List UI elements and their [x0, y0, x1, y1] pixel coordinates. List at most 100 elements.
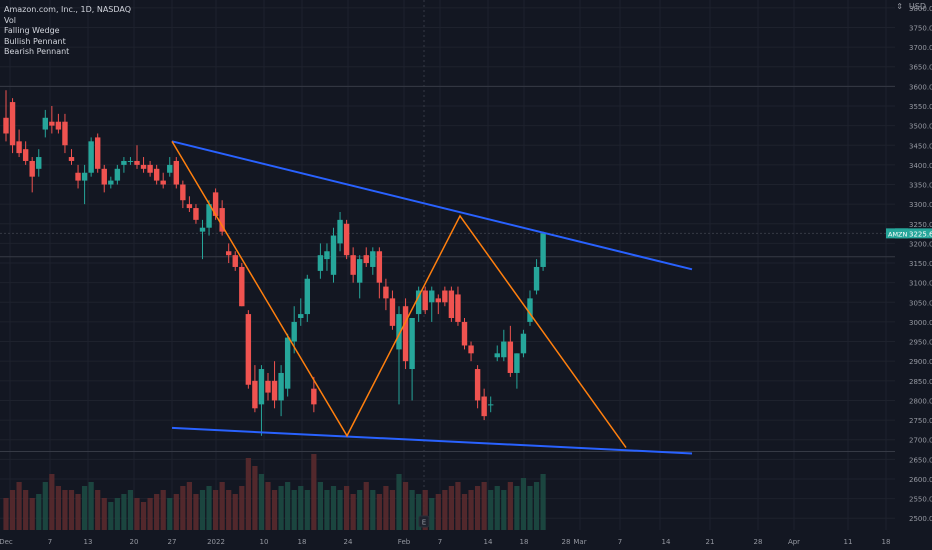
candle-body — [134, 160, 140, 165]
candle-body — [36, 157, 42, 169]
volume-bar — [127, 490, 134, 530]
candle-body — [22, 149, 29, 161]
price-tick-label: 3150.00 — [909, 260, 932, 268]
volume-bar — [285, 482, 291, 530]
volume-bar — [422, 490, 428, 530]
time-tick-label: 2022 — [207, 538, 225, 546]
candle-body — [494, 353, 500, 358]
legend-bullish-pennant[interactable]: Bullish Pennant — [4, 36, 66, 46]
volume-bar — [68, 490, 75, 530]
candle-body — [114, 168, 121, 181]
candle-body — [95, 137, 101, 169]
candle-body — [88, 141, 94, 173]
price-tick-label: 2550.00 — [909, 496, 932, 504]
volume-bar — [193, 494, 199, 530]
candle-body — [474, 369, 481, 401]
volume-bar — [258, 474, 265, 530]
candle-body — [55, 121, 62, 130]
candle-body — [245, 314, 252, 385]
volume-bar — [3, 498, 9, 530]
volume-bar — [186, 482, 192, 530]
candle-body — [337, 219, 343, 244]
candle-body — [298, 314, 304, 318]
pattern-drawings[interactable] — [171, 140, 693, 455]
price-tick-label: 2500.00 — [909, 515, 932, 523]
volume-bar — [9, 490, 16, 530]
candle-body — [108, 180, 114, 185]
price-tick-label: 3800.00 — [909, 5, 932, 13]
volume-bar — [180, 486, 186, 530]
volume-bar — [173, 494, 179, 530]
candle-body — [324, 251, 330, 260]
candle-body — [167, 164, 173, 173]
price-tick-label: 3450.00 — [909, 142, 932, 150]
price-tick-label: 3750.00 — [909, 24, 932, 32]
volume-bar — [29, 498, 35, 530]
volume-bar — [330, 486, 337, 530]
candle-body — [422, 290, 428, 311]
volume-bar — [213, 490, 219, 530]
time-tick-label: 7 — [48, 538, 52, 546]
volume-bar — [252, 466, 258, 530]
volume-bar — [409, 490, 415, 530]
volume-bar — [55, 486, 61, 530]
time-tick-label: 7 — [438, 538, 442, 546]
time-tick-label: 13 — [84, 538, 93, 546]
candle-body — [206, 204, 212, 228]
candle-body — [514, 353, 520, 373]
volume-bar — [429, 498, 435, 530]
candle-body — [383, 286, 389, 299]
volume-bar — [527, 486, 533, 530]
candle-body — [153, 168, 160, 181]
currency-label[interactable]: USD — [908, 2, 926, 11]
time-tick-label: 18 — [520, 538, 529, 546]
candle-body — [199, 227, 206, 232]
candle-body — [376, 251, 383, 283]
candle-body — [147, 164, 153, 173]
volume-bar — [357, 490, 363, 530]
volume-bar — [488, 490, 494, 530]
price-tick-label: 3300.00 — [909, 201, 932, 209]
candle-body — [409, 318, 415, 370]
candle-body — [173, 160, 179, 185]
volume-bar — [36, 494, 42, 530]
volume-bars — [3, 454, 546, 530]
candle-body — [304, 278, 310, 315]
price-tick-label: 3700.00 — [909, 44, 932, 52]
volume-bar — [271, 490, 278, 530]
currency-menu-icon[interactable]: ⇕ — [896, 2, 903, 11]
volume-bar — [442, 490, 448, 530]
volume-bar — [278, 486, 284, 530]
candle-body — [239, 266, 245, 307]
candle-body — [291, 321, 297, 342]
candle-body — [343, 223, 350, 256]
candle-body — [252, 380, 258, 409]
legend-volume[interactable]: Vol — [4, 15, 16, 25]
candle-body — [435, 298, 441, 303]
price-tick-label: 3400.00 — [909, 162, 932, 170]
candle-body — [219, 208, 225, 232]
volume-bar — [363, 482, 369, 530]
volume-bar — [435, 494, 441, 530]
legend-falling-wedge[interactable]: Falling Wedge — [4, 26, 60, 35]
candle-body — [232, 255, 238, 267]
time-tick-label: Dec — [0, 538, 13, 546]
time-axis[interactable]: Dec 7 13 20 27 2022 10 18 24 Feb 7 14 18 28 Mar 7 14 21 28… — [0, 530, 932, 550]
volume-bar — [344, 486, 350, 530]
volume-bar — [167, 498, 173, 530]
volume-bar — [245, 458, 251, 530]
candle-body — [278, 372, 284, 401]
price-axis[interactable]: 3800.00 3750.00 3700.00 3650.00 3600.00 3550.… — [886, 0, 932, 550]
volume-bar — [324, 490, 330, 530]
candle-body — [442, 290, 448, 303]
candle-body — [461, 321, 468, 346]
volume-bar — [416, 494, 422, 530]
wedge-upper-trendline — [171, 140, 693, 271]
legend-bearish-pennant[interactable]: Bearish Pennant — [4, 47, 70, 56]
wedge-lower-trendline — [171, 426, 693, 455]
legend-symbol[interactable]: Amazon.com, Inc., 1D, NASDAQ — [4, 5, 132, 14]
volume-bar — [101, 498, 107, 530]
chart-markers: E — [418, 515, 430, 528]
time-tick-label: 28 — [754, 538, 763, 546]
